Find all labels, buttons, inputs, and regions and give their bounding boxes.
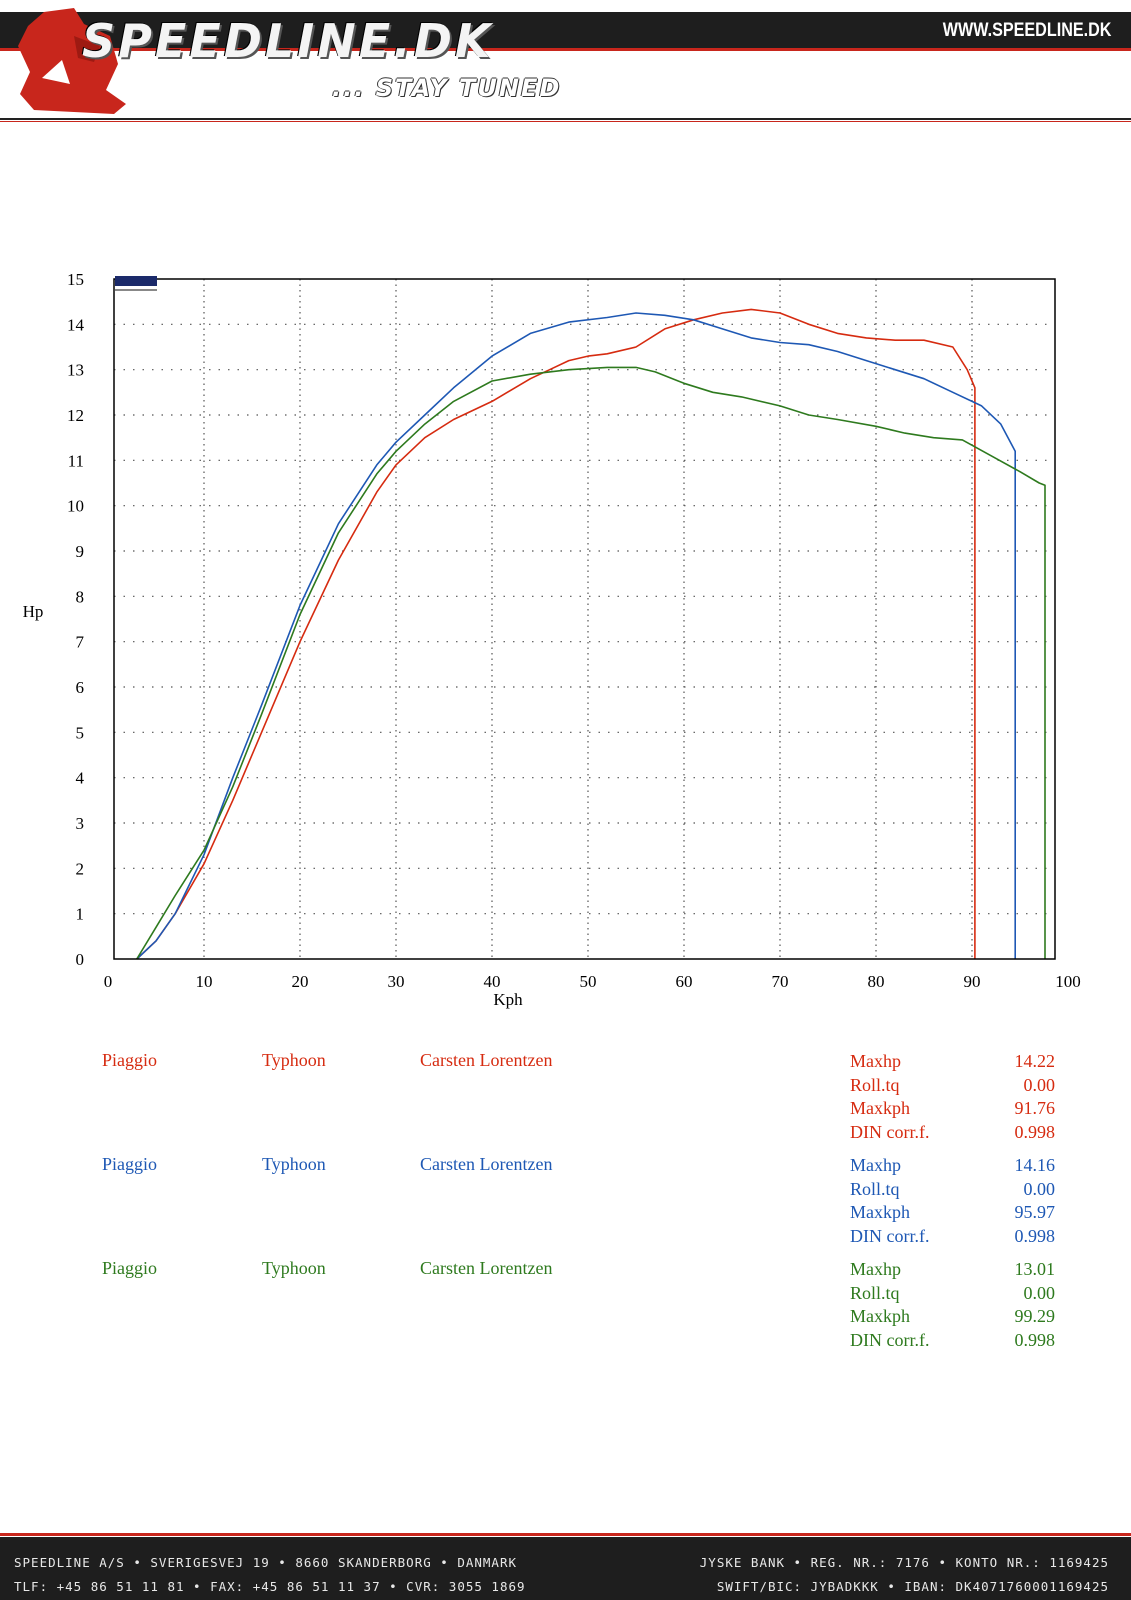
x-tick-label: 50 — [580, 972, 597, 991]
y-tick-label: 0 — [76, 950, 85, 969]
stat-value: 14.16 — [1014, 1155, 1056, 1175]
y-tick-label: 3 — [76, 814, 85, 833]
stat-value: 0.00 — [1023, 1074, 1056, 1095]
run-model: Typhoon — [262, 1050, 326, 1070]
run-model: Typhoon — [262, 1258, 326, 1278]
y-tick-label: 7 — [76, 633, 85, 652]
footer-address: SPEEDLINE A/S • SVERIGESVEJ 19 • 8660 SK… — [14, 1555, 518, 1570]
run-owner: Carsten Lorentzen — [420, 1050, 553, 1070]
series-line — [136, 366, 1046, 960]
plot-frame — [113, 278, 1056, 960]
stat-label: Maxhp — [850, 1051, 901, 1071]
run-stat-values: 14.22 0.00 91.76 0.998 — [1015, 1050, 1056, 1144]
stat-value: 0.00 — [1023, 1178, 1056, 1199]
footer-bank: JYSKE BANK • REG. NR.: 7176 • KONTO NR.:… — [699, 1555, 1109, 1570]
brand-tagline: ... STAY TUNED — [332, 74, 562, 102]
x-tick-label: 0 — [104, 972, 113, 991]
rider-logo-icon — [18, 8, 126, 114]
y-tick-label: 5 — [76, 723, 85, 742]
stat-value: 91.76 — [1014, 1098, 1056, 1118]
brand-logo-text: SPEEDLINE.DK — [82, 14, 494, 68]
stat-value: 13.01 — [1014, 1259, 1056, 1279]
run-stat-values: 14.16 0.00 95.97 0.998 — [1015, 1154, 1056, 1248]
stat-value: 0.998 — [1014, 1329, 1056, 1350]
stat-label: DIN corr.f. — [850, 1329, 930, 1350]
website-url[interactable]: WWW.SPEEDLINE.DK — [942, 20, 1111, 41]
run-stat-labels: Maxhp Roll.tq Maxkph DIN corr.f. — [850, 1258, 929, 1352]
stat-value: 0.00 — [1023, 1282, 1056, 1303]
footer-phone: TLF: +45 86 51 11 81 • FAX: +45 86 51 11… — [14, 1579, 526, 1594]
run-owner: Carsten Lorentzen — [420, 1258, 553, 1278]
stat-label: DIN corr.f. — [850, 1225, 930, 1246]
y-tick-label: 10 — [67, 497, 84, 516]
x-tick-labels: 0 10 20 30 40 50 60 70 80 90 100 — [104, 972, 1081, 991]
chart-series — [136, 308, 1046, 960]
stat-label: Roll.tq — [850, 1074, 900, 1095]
x-tick-label: 10 — [196, 972, 213, 991]
series-line — [136, 312, 1016, 960]
x-tick-label: 80 — [868, 972, 885, 991]
header-rule — [0, 118, 1131, 120]
x-tick-label: 40 — [484, 972, 501, 991]
y-tick-label: 4 — [76, 769, 85, 788]
y-tick-label: 11 — [68, 451, 84, 470]
stat-label: Maxhp — [850, 1259, 901, 1279]
stat-value: 0.998 — [1014, 1121, 1056, 1142]
stat-value: 95.97 — [1014, 1202, 1056, 1222]
chart-grid — [114, 279, 1055, 959]
run-stat-labels: Maxhp Roll.tq Maxkph DIN corr.f. — [850, 1154, 929, 1248]
series-line — [136, 308, 976, 960]
y-tick-label: 8 — [76, 587, 85, 606]
y-axis-label: Hp — [23, 602, 44, 621]
mlp-engineering-logo-icon — [115, 276, 157, 291]
run-make: Piaggio — [102, 1050, 158, 1070]
x-tick-label: 70 — [772, 972, 789, 991]
y-tick-label: 13 — [67, 361, 84, 380]
x-tick-label: 100 — [1055, 972, 1081, 991]
y-tick-label: 6 — [76, 678, 85, 697]
y-tick-label: 1 — [76, 905, 85, 924]
run-model: Typhoon — [262, 1154, 326, 1174]
stat-value: 99.29 — [1014, 1306, 1056, 1326]
run-stat-labels: Maxhp Roll.tq Maxkph DIN corr.f. — [850, 1050, 929, 1144]
footer-iban: SWIFT/BIC: JYBADKKK • IBAN: DK4071760001… — [716, 1579, 1109, 1594]
run-owner: Carsten Lorentzen — [420, 1154, 553, 1174]
y-tick-label: 2 — [76, 859, 85, 878]
stat-label: Maxhp — [850, 1155, 901, 1175]
header-accent-line — [0, 48, 1131, 51]
dyno-chart: 0 10 20 30 40 50 60 70 80 90 100 01234567891011121… — [23, 270, 1081, 1009]
stat-value: 0.998 — [1014, 1225, 1056, 1246]
x-tick-label: 60 — [676, 972, 693, 991]
y-tick-label: 9 — [76, 542, 85, 561]
y-tick-label: 14 — [67, 315, 85, 334]
stat-label: Maxkph — [850, 1306, 910, 1326]
run-make: Piaggio — [102, 1258, 158, 1278]
y-tick-label: 15 — [67, 270, 84, 289]
y-tick-label: 12 — [67, 406, 84, 425]
footer-accent-line — [0, 1533, 1131, 1536]
stat-label: Roll.tq — [850, 1178, 900, 1199]
header-band — [0, 12, 1131, 48]
x-axis-label: Kph — [493, 990, 523, 1009]
run-stat-values: 13.01 0.00 99.29 0.998 — [1015, 1258, 1056, 1352]
run-make: Piaggio — [102, 1154, 158, 1174]
stat-label: Roll.tq — [850, 1282, 900, 1303]
stat-label: Maxkph — [850, 1202, 910, 1222]
x-tick-label: 90 — [964, 972, 981, 991]
footer-band — [0, 1537, 1131, 1600]
stat-value: 14.22 — [1014, 1051, 1056, 1071]
header-rule-accent — [0, 121, 1131, 122]
stat-label: Maxkph — [850, 1098, 910, 1118]
stat-label: DIN corr.f. — [850, 1121, 930, 1142]
x-tick-label: 30 — [388, 972, 405, 991]
x-tick-label: 20 — [292, 972, 309, 991]
